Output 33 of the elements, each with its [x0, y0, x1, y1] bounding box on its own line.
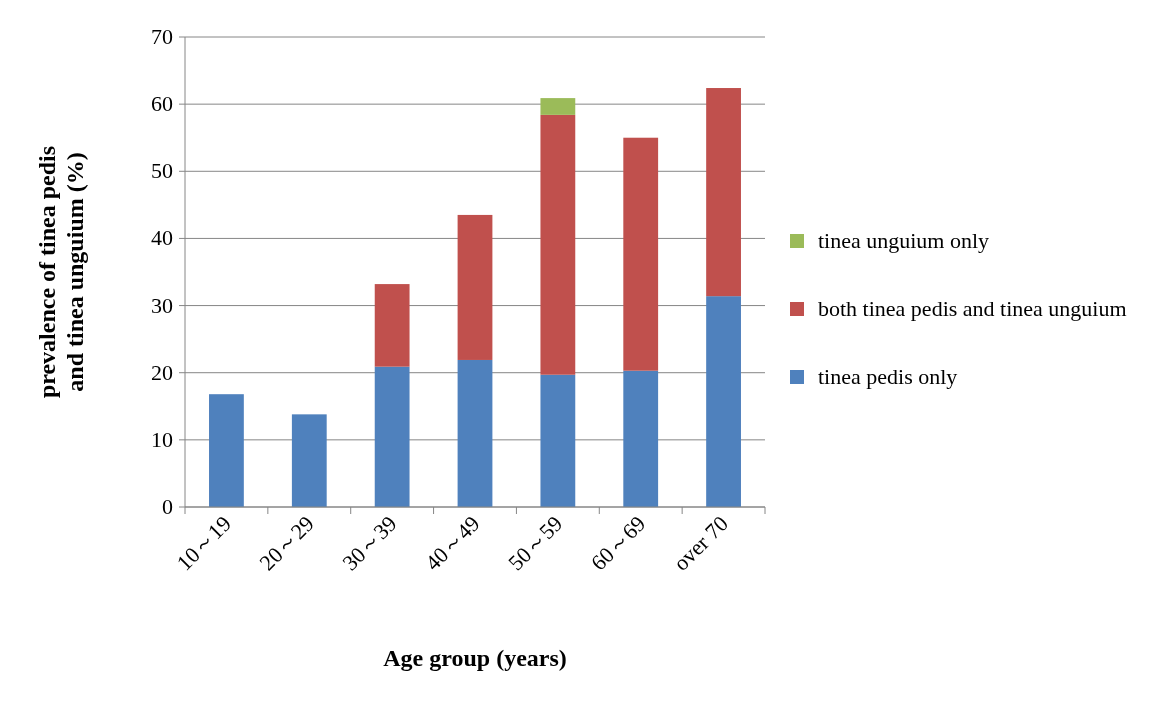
x-tick-label: 60～69 — [585, 510, 651, 576]
bar — [540, 114, 576, 375]
y-tick-label: 30 — [151, 292, 173, 318]
bar — [291, 414, 327, 507]
x-tick-label: 10～19 — [171, 510, 236, 576]
x-tick-label: over 70 — [668, 510, 734, 576]
y-tick-label: 0 — [162, 494, 173, 519]
bar — [706, 296, 741, 507]
x-tick-label: 30～39 — [337, 510, 402, 576]
legend-label: tinea pedis only — [818, 364, 958, 389]
y-tick-label: 20 — [151, 359, 173, 385]
y-tick-label: 60 — [151, 91, 173, 117]
bar — [374, 284, 410, 367]
bar — [374, 366, 410, 507]
x-tick-label: 50～59 — [503, 510, 568, 576]
x-tick-label: 40～49 — [420, 510, 485, 576]
bar — [540, 374, 576, 507]
y-tick-label: 50 — [151, 158, 173, 184]
bar — [457, 214, 493, 360]
y-axis-title: prevalence of tinea pedis and tinea unguium (%) — [34, 145, 88, 399]
y-tick-label: 40 — [151, 225, 173, 251]
bar — [209, 394, 244, 507]
legend-label: tinea unguium only — [818, 228, 990, 253]
bar — [706, 88, 741, 297]
bar — [457, 359, 493, 507]
x-tick-label: 20～29 — [254, 510, 319, 576]
x-axis-title: Age group (years) — [383, 645, 567, 671]
y-tick-label: 70 — [151, 24, 173, 49]
y-tick-label: 10 — [151, 426, 173, 452]
bar — [540, 98, 576, 115]
bar — [623, 370, 659, 507]
legend-label: both tinea pedis and tinea unguium — [818, 296, 1127, 321]
bar — [623, 137, 659, 371]
